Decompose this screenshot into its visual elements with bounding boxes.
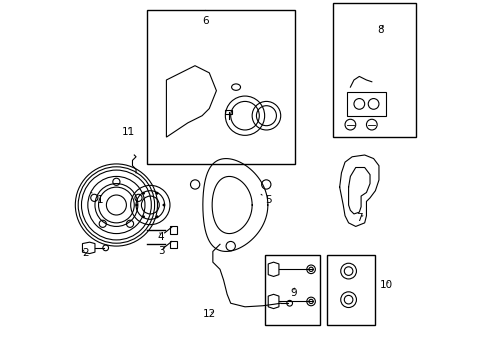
Bar	[347, 93, 386, 116]
Circle shape	[156, 192, 159, 195]
Bar	[265, 255, 320, 325]
Circle shape	[142, 215, 145, 218]
Bar	[147, 10, 295, 164]
Text: 6: 6	[202, 10, 209, 26]
Text: 10: 10	[380, 280, 392, 291]
Text: 7: 7	[356, 212, 363, 222]
Text: 2: 2	[83, 248, 89, 258]
Text: 1: 1	[92, 193, 104, 204]
Text: 5: 5	[261, 194, 271, 204]
Bar	[333, 3, 416, 137]
Text: 4: 4	[158, 232, 164, 242]
Bar	[170, 241, 177, 248]
Text: 3: 3	[158, 247, 165, 256]
Text: 9: 9	[290, 288, 296, 297]
Circle shape	[135, 203, 138, 206]
Circle shape	[156, 215, 159, 218]
Bar	[170, 226, 177, 234]
Circle shape	[142, 192, 145, 195]
Text: 8: 8	[377, 25, 384, 35]
Circle shape	[163, 203, 165, 206]
Bar	[327, 255, 375, 325]
Text: 11: 11	[122, 127, 136, 137]
Bar	[225, 110, 232, 114]
Text: 12: 12	[203, 309, 216, 319]
